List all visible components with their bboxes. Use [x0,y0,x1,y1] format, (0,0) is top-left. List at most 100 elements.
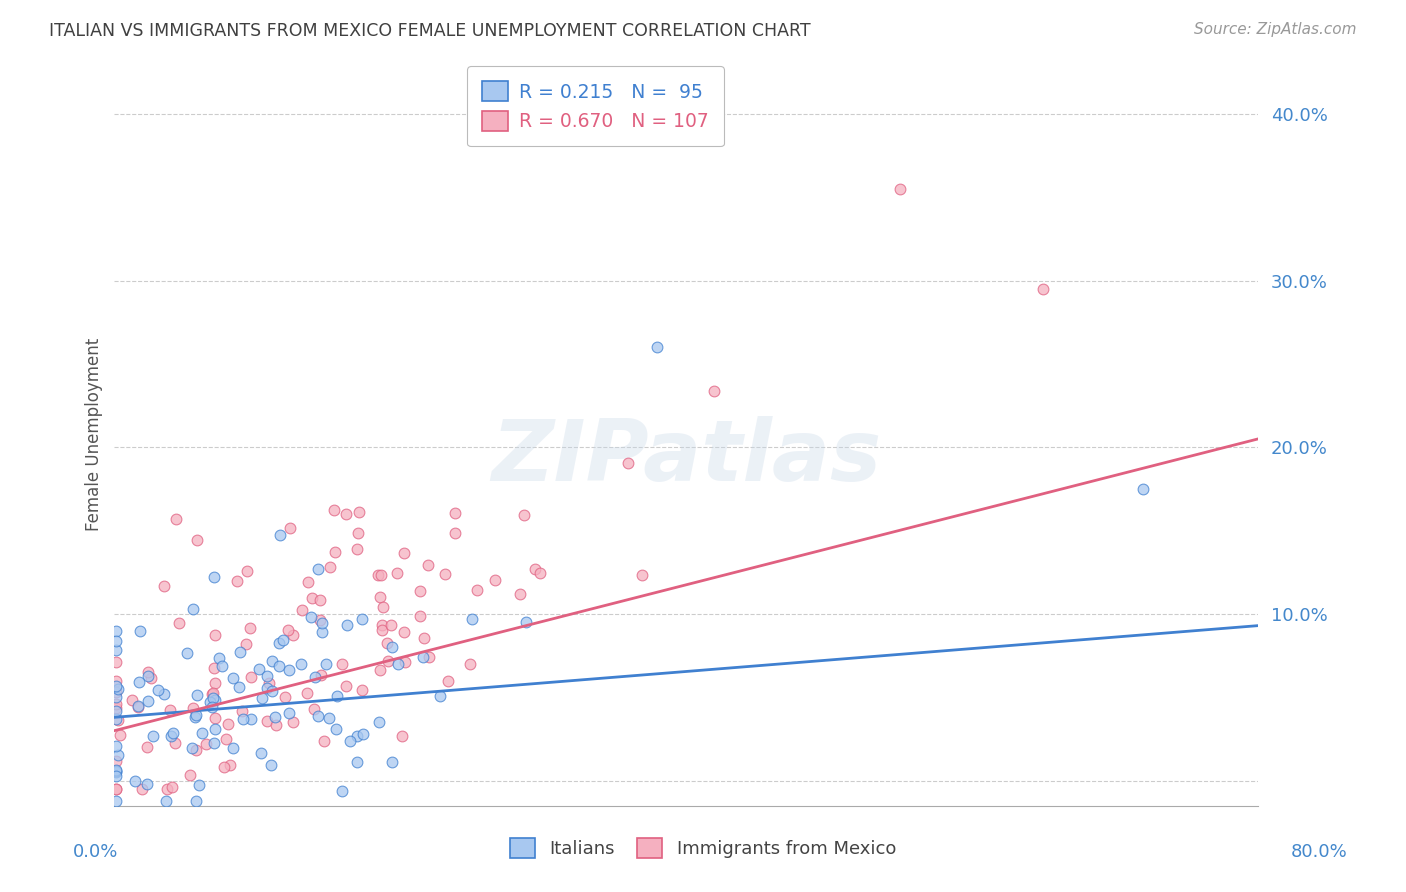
Point [167,616,190,631]
Point [260,757,283,772]
Point [202,736,225,750]
Point [142,730,165,744]
Point [262,684,284,698]
Point [104,769,127,783]
Point [104,739,127,753]
Text: ITALIAN VS IMMIGRANTS FROM MEXICO FEMALE UNEMPLOYMENT CORRELATION CHART: ITALIAN VS IMMIGRANTS FROM MEXICO FEMALE… [49,22,811,40]
Point [136,694,159,708]
Point [226,574,249,588]
Point [250,746,273,760]
Point [385,566,408,581]
Point [159,703,181,717]
Point [228,645,250,659]
Point [346,729,368,743]
Point [312,734,335,748]
Point [212,760,235,774]
Point [184,710,207,724]
Point [318,711,340,725]
Point [104,763,127,777]
Point [443,526,465,541]
Point [240,670,263,684]
Point [129,624,152,639]
Point [121,693,143,707]
Point [350,612,373,626]
Point [156,782,179,797]
Point [165,736,187,750]
Text: Source: ZipAtlas.com: Source: ZipAtlas.com [1194,22,1357,37]
Point [302,702,325,716]
Point [186,743,208,757]
Point [278,663,301,677]
Point [139,671,162,685]
Point [240,712,263,726]
Point [104,697,127,711]
Point [311,616,333,631]
Point [323,545,346,559]
Point [330,784,353,798]
Point [352,683,374,698]
Point [124,773,146,788]
Point [346,755,368,769]
Point [412,649,434,664]
Point [375,636,398,650]
Point [515,615,537,629]
Point [307,709,329,723]
Point [408,584,430,599]
Point [136,776,159,790]
Point [297,575,319,590]
Text: 80.0%: 80.0% [1291,843,1347,861]
Point [299,610,322,624]
Point [184,707,207,722]
Point [308,613,330,627]
Point [509,586,531,600]
Point [381,755,404,769]
Point [631,568,654,582]
Point [889,182,911,196]
Point [208,651,231,665]
Point [104,713,127,727]
Point [277,624,299,638]
Point [186,794,208,808]
Point [278,521,301,535]
Point [250,690,273,705]
Point [104,764,127,779]
Point [204,676,226,690]
Point [104,754,127,768]
Point [394,655,416,669]
Point [325,723,347,737]
Point [318,560,340,574]
Point [104,679,127,693]
Point [215,731,238,746]
Point [107,748,129,763]
Point [155,794,177,808]
Text: ZIPatlas: ZIPatlas [491,416,882,499]
Point [367,714,389,729]
Point [409,608,432,623]
Point [211,659,233,673]
Point [186,688,208,702]
Point [311,625,333,640]
Point [336,617,359,632]
Point [301,591,323,605]
Point [222,671,245,685]
Point [104,633,127,648]
Point [304,670,326,684]
Point [309,667,332,681]
Point [232,713,254,727]
Point [267,636,290,650]
Point [326,690,349,704]
Point [160,780,183,794]
Point [391,730,413,744]
Point [465,583,488,598]
Point [315,657,337,671]
Point [107,681,129,696]
Point [647,340,669,354]
Point [371,618,394,632]
Point [387,657,409,672]
Point [295,686,318,700]
Point [368,591,391,605]
Point [434,567,457,582]
Point [104,684,127,698]
Point [222,741,245,756]
Point [461,612,484,626]
